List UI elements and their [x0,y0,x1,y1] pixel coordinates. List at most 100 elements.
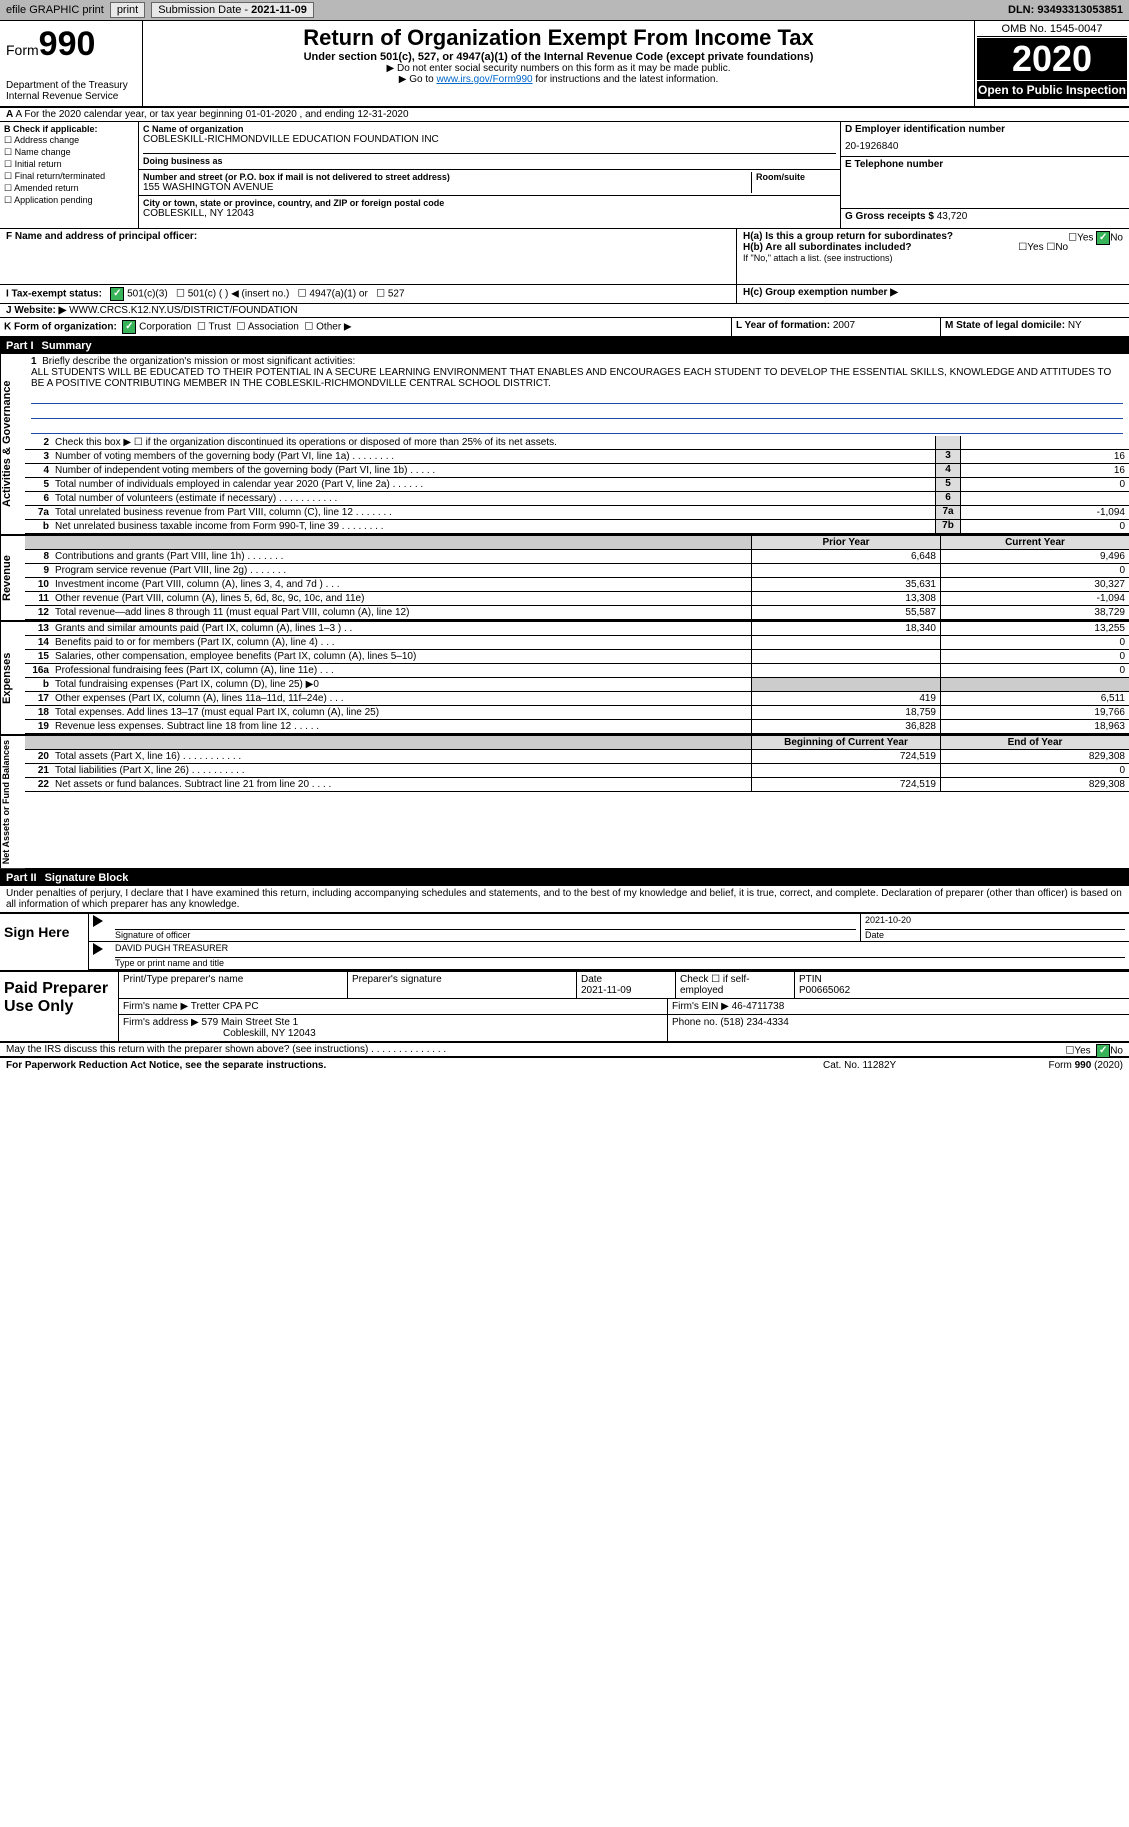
line-j: J Website: ▶ WWW.CRCS.K12.NY.US/DISTRICT… [0,304,1129,318]
line-4: 4Number of independent voting members of… [25,464,1129,478]
vtab-na: Net Assets or Fund Balances [0,736,25,868]
sign-here: Sign Here [0,914,89,970]
hb2: If "No," attach a list. (see instruction… [743,253,1123,263]
cb-final[interactable]: ☐ Final return/terminated [4,171,134,182]
footer: For Paperwork Reduction Act Notice, see … [0,1058,1129,1073]
omb: OMB No. 1545-0047 [977,23,1127,37]
cb-address[interactable]: ☐ Address change [4,135,134,146]
line-15: 15Salaries, other compensation, employee… [25,650,1129,664]
col-cy: Current Year [940,536,1129,549]
ein-lbl: D Employer identification number [845,124,1005,135]
prep-label: Paid Preparer Use Only [0,972,119,1041]
section-bc: B Check if applicable: ☐ Address change … [0,122,1129,229]
firm-name: Firm's name ▶ Tretter CPA PC [119,999,668,1014]
line-17: 17Other expenses (Part IX, column (A), l… [25,692,1129,706]
form-subtitle: Under section 501(c), 527, or 4947(a)(1)… [147,51,970,63]
name-lbl: Type or print name and title [115,958,224,968]
line-18: 18Total expenses. Add lines 13–17 (must … [25,706,1129,720]
line-19: 19Revenue less expenses. Subtract line 1… [25,720,1129,734]
dln: DLN: 93493313053851 [1008,4,1123,16]
ein: 20-1926840 [845,141,1125,152]
irs-link[interactable]: www.irs.gov/Form990 [436,74,532,85]
ha: H(a) Is this a group return for subordin… [743,231,1123,242]
line-16a: 16aProfessional fundraising fees (Part I… [25,664,1129,678]
cb-initial[interactable]: ☐ Initial return [4,159,134,170]
city: COBLESKILL, NY 12043 [143,208,836,219]
may-no[interactable] [1096,1044,1110,1058]
date-lbl: Date [865,930,884,940]
hc: H(c) Group exemption number ▶ [737,285,1129,303]
open-inspection: Open to Public Inspection [977,81,1127,99]
submission-date: Submission Date - 2021-11-09 [151,2,314,18]
vtab-gov: Activities & Governance [0,354,25,534]
line-k: K Form of organization: Corporation ☐ Tr… [0,318,732,336]
form-note1: ▶ Do not enter social security numbers o… [147,63,970,74]
line-12: 12Total revenue—add lines 8 through 11 (… [25,606,1129,620]
f-lbl: F Name and address of principal officer: [6,231,197,242]
tax-year: 2020 [977,38,1127,80]
form-title: Return of Organization Exempt From Incom… [147,25,970,51]
part2-header: Part IISignature Block [0,870,1129,886]
may-discuss: May the IRS discuss this return with the… [0,1043,1129,1058]
p-c2: Preparer's signature [348,972,577,998]
line-7a: 7aTotal unrelated business revenue from … [25,506,1129,520]
p-c4[interactable]: Check ☐ if self-employed [676,972,795,998]
addr: 155 WASHINGTON AVENUE [143,182,747,193]
org-name: COBLESKILL-RICHMONDVILLE EDUCATION FOUND… [143,134,836,145]
irs: Internal Revenue Service [6,91,136,102]
signer-name: DAVID PUGH TREASURER [115,943,1125,958]
city-lbl: City or town, state or province, country… [143,198,836,208]
p-c3: Date2021-11-09 [577,972,676,998]
col-boy: Beginning of Current Year [751,736,940,749]
line-6: 6Total number of volunteers (estimate if… [25,492,1129,506]
ha-no[interactable] [1096,231,1110,245]
firm-addr: Firm's address ▶ 579 Main Street Ste 1Co… [119,1015,668,1041]
line-9: 9Program service revenue (Part VIII, lin… [25,564,1129,578]
hb: H(b) Are all subordinates included? ☐Yes… [743,242,1123,253]
line-l: L Year of formation: 2007 [732,318,941,336]
dba-lbl: Doing business as [143,156,223,166]
line-11: 11Other revenue (Part VIII, column (A), … [25,592,1129,606]
form-note2: ▶ Go to www.irs.gov/Form990 for instruct… [147,74,970,85]
form-number: Form990 [6,25,136,64]
form-header: Form990 Department of the Treasury Inter… [0,21,1129,108]
line-21: 21Total liabilities (Part X, line 26) . … [25,764,1129,778]
line-b: bTotal fundraising expenses (Part IX, co… [25,678,1129,692]
line-20: 20Total assets (Part X, line 16) . . . .… [25,750,1129,764]
top-bar: efile GRAPHIC print print Submission Dat… [0,0,1129,21]
col-eoy: End of Year [940,736,1129,749]
sig-lbl: Signature of officer [115,930,190,940]
line-5: 5Total number of individuals employed in… [25,478,1129,492]
tel-lbl: E Telephone number [845,159,943,170]
print-button[interactable]: print [110,2,145,18]
line-m: M State of legal domicile: NY [941,318,1129,336]
cb-501c3[interactable] [110,287,124,301]
line-b: bNet unrelated business taxable income f… [25,520,1129,534]
cb-name[interactable]: ☐ Name change [4,147,134,158]
gross: 43,720 [937,211,968,222]
room-lbl: Room/suite [756,172,805,182]
dept: Department of the Treasury [6,80,136,91]
vtab-rev: Revenue [0,536,25,620]
line-a: A A For the 2020 calendar year, or tax y… [0,108,1129,122]
line-i: I Tax-exempt status: 501(c)(3) ☐ 501(c) … [0,285,737,303]
line-8: 8Contributions and grants (Part VIII, li… [25,550,1129,564]
cb-pending[interactable]: ☐ Application pending [4,195,134,206]
vtab-exp: Expenses [0,622,25,734]
p-c5: PTINP00665062 [795,972,1129,998]
firm-phone: Phone no. (518) 234-4334 [668,1015,1129,1041]
declaration: Under penalties of perjury, I declare th… [0,886,1129,913]
cb-amended[interactable]: ☐ Amended return [4,183,134,194]
line-2: 2Check this box ▶ ☐ if the organization … [25,436,1129,450]
col-py: Prior Year [751,536,940,549]
gross-lbl: G Gross receipts $ [845,211,934,222]
line-3: 3Number of voting members of the governi… [25,450,1129,464]
line-13: 13Grants and similar amounts paid (Part … [25,622,1129,636]
cb-corp[interactable] [122,320,136,334]
firm-ein: Firm's EIN ▶ 46-4711738 [668,999,1129,1014]
sign-date: 2021-10-20 [865,915,1125,930]
arrow-icon [93,915,103,927]
c-name-lbl: C Name of organization [143,124,836,134]
arrow-icon [93,943,103,955]
b-header: B Check if applicable: [4,124,98,134]
